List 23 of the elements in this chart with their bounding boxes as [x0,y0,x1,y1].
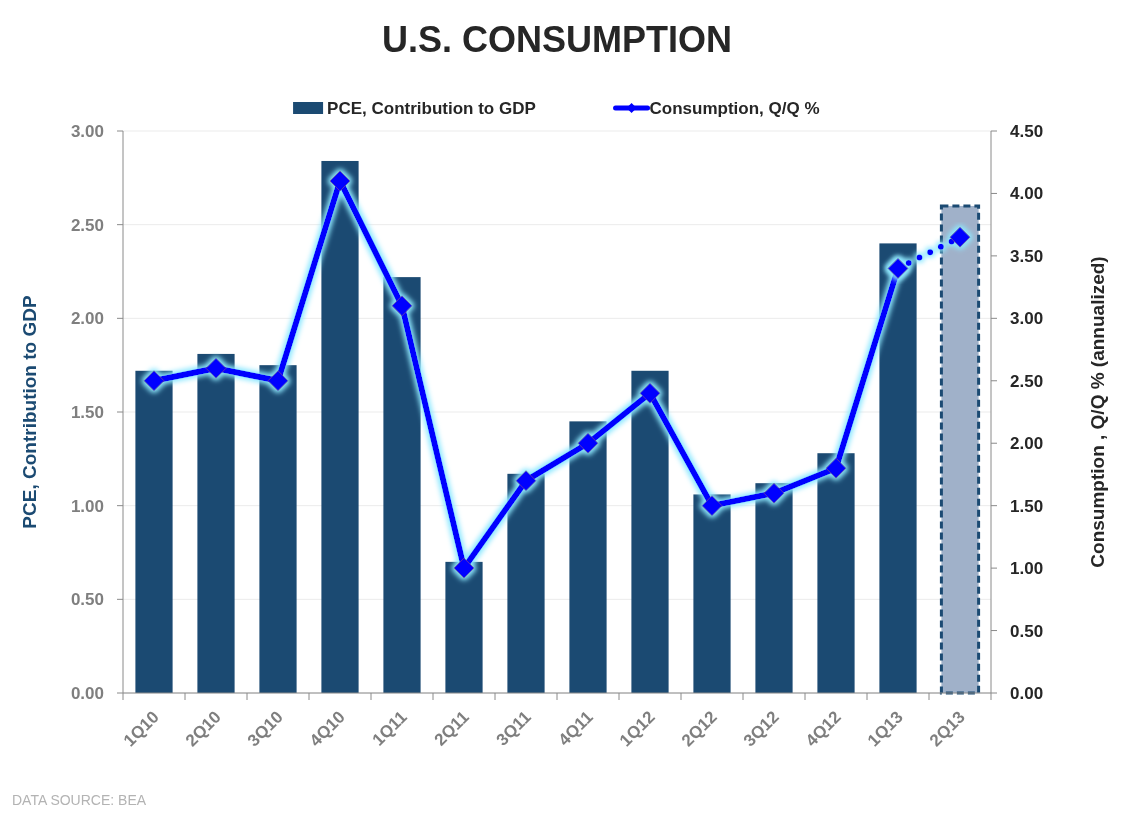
y2-tick-label: 0.50 [1010,621,1044,641]
legend-label: PCE, Contribution to GDP [327,98,536,118]
y-axis-title: PCE, Contribution to GDP [19,295,40,529]
y-tick-label: 3.00 [70,121,104,141]
y-tick-label: 1.00 [70,496,104,516]
y2-tick-label: 0.00 [1010,683,1044,703]
y2-tick-label: 3.50 [1010,246,1044,266]
legend-label: Consumption, Q/Q % [649,98,820,118]
y2-tick-label: 4.50 [1010,121,1044,141]
y-tick-label: 0.50 [70,590,104,610]
y2-tick-label: 2.50 [1010,371,1044,391]
y2-tick-label: 3.00 [1010,309,1044,329]
y-tick-label: 2.50 [70,215,104,235]
chart-title: U.S. CONSUMPTION [381,19,733,60]
y-tick-label: 0.00 [70,683,104,703]
y-tick-label: 1.50 [70,402,104,422]
y2-axis-title: Consumption , Q/Q % (annualized) [1087,256,1108,568]
y-tick-label: 2.00 [70,309,104,329]
y2-tick-label: 4.00 [1010,184,1044,204]
y2-tick-label: 1.50 [1010,496,1044,516]
source-note: DATA SOURCE: BEA [12,792,147,808]
y2-tick-label: 1.00 [1010,559,1044,579]
y2-tick-label: 2.00 [1010,434,1044,454]
